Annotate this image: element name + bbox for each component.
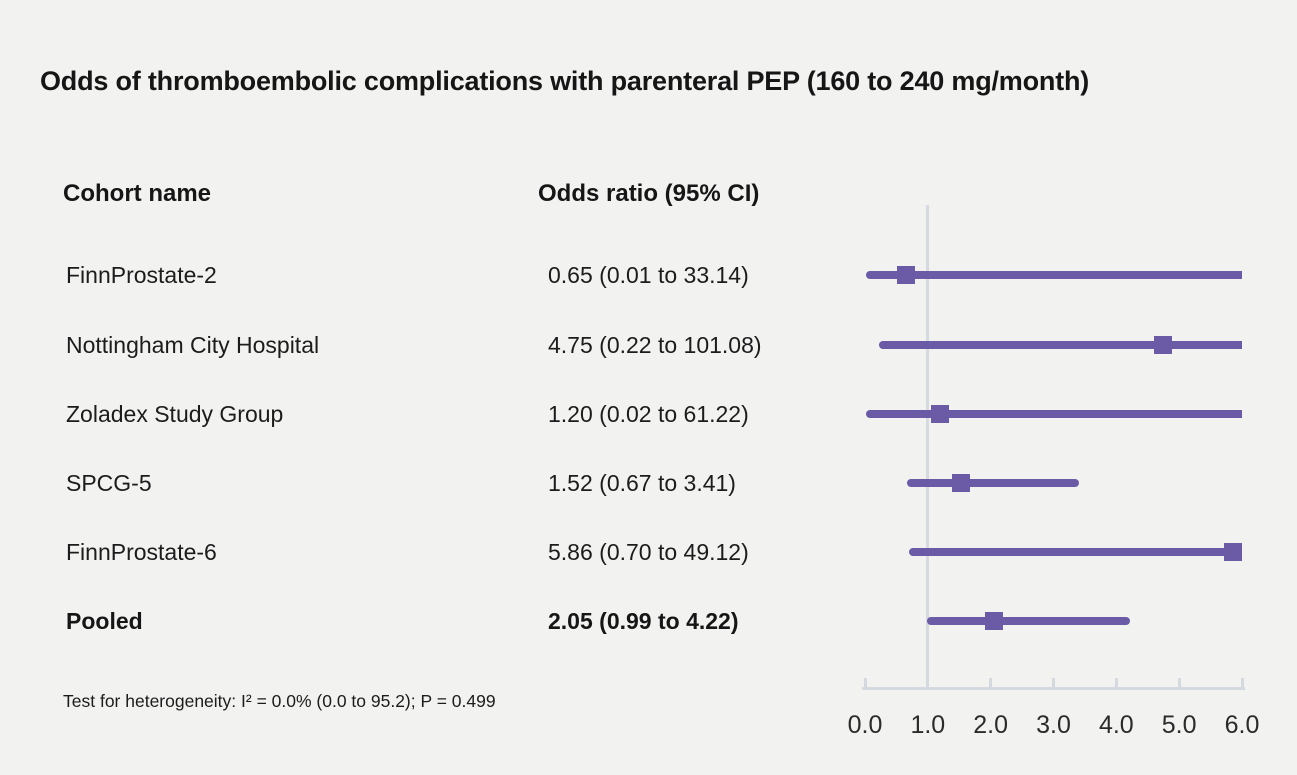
x-axis-tick: [1177, 678, 1181, 687]
x-axis-tick: [1240, 678, 1244, 687]
estimate-marker: [896, 266, 915, 284]
odds-ratio-value: 2.05 (0.99 to 4.22): [548, 608, 739, 634]
cohort-name: Pooled: [66, 608, 143, 634]
odds-ratio-value: 5.86 (0.70 to 49.12): [548, 539, 749, 565]
estimate-marker: [1224, 543, 1243, 561]
cohort-name: Zoladex Study Group: [66, 401, 284, 427]
x-axis-tick: [926, 678, 930, 687]
column-header-odds-ratio: Odds ratio (95% CI): [538, 180, 760, 207]
cohort-name: SPCG-5: [66, 470, 152, 496]
estimate-marker: [1154, 336, 1173, 354]
x-axis-tick-label: 5.0: [1161, 711, 1197, 739]
odds-ratio-value: 1.52 (0.67 to 3.41): [548, 470, 736, 496]
confidence-interval-line: [878, 341, 1242, 349]
cohort-name: FinnProstate-2: [66, 262, 217, 288]
x-axis-tick-label: 1.0: [910, 711, 946, 739]
estimate-marker: [984, 612, 1003, 630]
x-axis-tick: [1052, 678, 1055, 687]
cohort-name: FinnProstate-6: [66, 539, 217, 565]
x-axis-tick-label: 2.0: [973, 711, 1009, 739]
confidence-interval-line: [907, 479, 1080, 487]
x-axis-tick-label: 3.0: [1036, 711, 1071, 739]
confidence-interval-line: [866, 410, 1242, 418]
x-axis-line: [862, 687, 1245, 690]
x-axis-tick: [989, 678, 993, 687]
estimate-marker: [951, 474, 970, 492]
x-axis-tick: [863, 678, 867, 687]
x-axis-tick: [1114, 678, 1118, 687]
x-axis-tick-label: 4.0: [1098, 711, 1134, 739]
odds-ratio-value: 4.75 (0.22 to 101.08): [548, 332, 762, 358]
confidence-interval-line: [927, 617, 1131, 625]
odds-ratio-value: 1.20 (0.02 to 61.22): [548, 401, 749, 427]
estimate-marker: [931, 405, 950, 423]
column-header-cohort-name: Cohort name: [63, 180, 212, 207]
chart-title: Odds of thromboembolic complications wit…: [40, 66, 1090, 96]
odds-ratio-value: 0.65 (0.01 to 33.14): [548, 262, 749, 288]
reference-line-or-1: [926, 205, 930, 687]
x-axis-tick-label: 6.0: [1224, 711, 1260, 739]
heterogeneity-footnote: Test for heterogeneity: I² = 0.0% (0.0 t…: [63, 691, 496, 711]
confidence-interval-line: [865, 271, 1242, 279]
cohort-name: Nottingham City Hospital: [66, 332, 320, 358]
x-axis-tick-label: 0.0: [847, 711, 883, 739]
confidence-interval-line: [908, 548, 1242, 556]
